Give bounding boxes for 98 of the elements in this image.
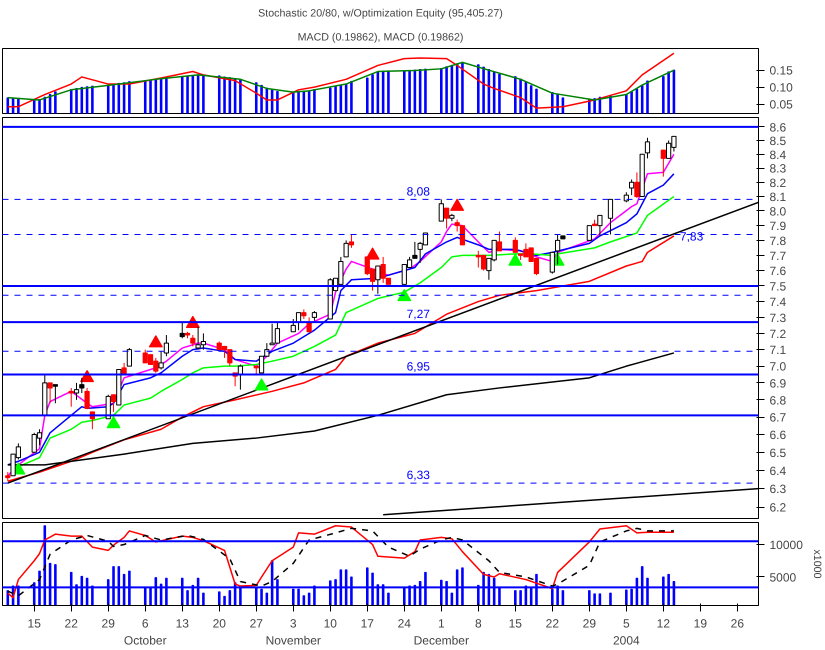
y-tick-label: 8.4 [770, 148, 787, 162]
candlestick [301, 308, 306, 320]
x-tick-label: 22 [546, 616, 560, 630]
y-tick-label: 5000 [770, 570, 797, 584]
y-tick-label: 0.10 [770, 80, 794, 95]
candlestick [126, 348, 132, 367]
y-tick-label: 8.2 [770, 176, 787, 190]
candlestick [375, 266, 380, 294]
x-tick-label: 26 [730, 616, 744, 630]
line-series [7, 52, 675, 109]
y-tick-label: 7.4 [770, 295, 787, 310]
y-tick-label: 6.3 [770, 482, 787, 496]
chart-subtitle: MACD (0.19862), MACD (0.19862) [298, 32, 464, 44]
y-tick-label: 7.9 [770, 219, 787, 234]
candlestick [164, 334, 170, 357]
point [508, 253, 522, 266]
candlestick [79, 377, 84, 394]
candlestick [554, 234, 560, 265]
x-tick-label: 10 [324, 616, 338, 630]
y-tick-label: 8.1 [770, 190, 787, 204]
x-tick-label: 13 [176, 616, 190, 630]
x-tick-label: 3 November [266, 616, 321, 648]
y-tick-label: 6.7 [770, 410, 787, 425]
ref-line-label: 8,08 [406, 184, 430, 198]
annotation: 7,83 [680, 229, 704, 244]
y-axis-title: x1000 [810, 549, 823, 579]
x-tick-label: 27 [250, 616, 264, 630]
candlestick [644, 137, 650, 159]
ref-line-label: 6,95 [406, 359, 430, 374]
x-tick-label: 15 [508, 616, 522, 630]
y-tick-label: 7.2 [770, 326, 787, 341]
x-tick-label: 6 October [124, 616, 167, 648]
point [254, 378, 269, 391]
candlestick [47, 382, 53, 404]
y-tick-label: 7.3 [770, 310, 787, 325]
y-tick-label: 6.5 [770, 446, 787, 460]
candlestick [634, 172, 640, 198]
y-tick-label: 7.0 [770, 360, 787, 374]
x-tick-label: 5 2004 [612, 616, 640, 648]
y-tick-label: 6.9 [770, 376, 787, 390]
x-tick-label: 1 December [414, 616, 469, 648]
candlestick [84, 387, 90, 409]
candlestick [74, 382, 80, 400]
line-series [7, 62, 675, 101]
candlestick [290, 318, 296, 332]
candlestick [180, 322, 185, 339]
candlestick [624, 192, 629, 203]
candlestick [412, 241, 418, 259]
point [397, 288, 412, 302]
point [148, 335, 163, 348]
x-tick-label: 12 [656, 616, 670, 630]
x-tick-label: 29 [102, 616, 116, 630]
y-tick-label: 8.0 [770, 204, 787, 218]
ref-line-label: 7,27 [406, 307, 430, 322]
x-tick-label: 29 [582, 616, 596, 630]
y-tick-label: 7.6 [770, 264, 787, 278]
x-tick-label: 22 [64, 616, 78, 630]
y-tick-label: 0.15 [770, 64, 794, 78]
candlestick [68, 387, 74, 408]
candlestick [190, 334, 196, 347]
candlestick [629, 178, 634, 196]
y-tick-label: 8.3 [770, 162, 787, 176]
y-tick-label: 7.8 [770, 234, 787, 248]
candlestick [660, 150, 666, 178]
candlestick [438, 198, 444, 222]
candlestick [348, 234, 354, 248]
x-tick-label: 17 [360, 616, 374, 630]
x-tick-label: 19 [694, 616, 708, 630]
x-tick-label: 24 [398, 616, 412, 630]
candlestick [586, 225, 592, 241]
point [450, 198, 464, 211]
candlestick [512, 236, 518, 253]
candlestick [110, 394, 116, 412]
y-tick-label: 7.7 [770, 248, 787, 263]
candlestick [52, 384, 58, 404]
y-tick-label: 0.05 [770, 98, 794, 112]
y-tick-label: 6.8 [770, 393, 787, 408]
y-tick-label: 8.5 [770, 134, 787, 148]
y-tick-label: 10000 [770, 538, 804, 552]
y-tick-label: 6.4 [770, 464, 787, 478]
chart-title: Stochastic 20/80, w/Optimization Equity (95,405.27) [258, 8, 503, 20]
x-tick-label: 20 [212, 616, 226, 630]
candlestick [550, 252, 555, 274]
x-tick-label: 8 [474, 616, 482, 630]
candlestick [608, 198, 614, 235]
candlestick [344, 240, 349, 258]
candlestick [597, 214, 603, 236]
y-tick-label: 8.6 [770, 120, 787, 134]
candlestick [158, 350, 164, 370]
x-tick-label: 15 [28, 616, 42, 630]
y-tick-label: 6.6 [770, 428, 787, 442]
ref-line-label: 6,33 [406, 468, 430, 482]
candlestick [312, 310, 318, 322]
candlestick [496, 230, 502, 252]
y-tick-label: 7.1 [770, 343, 787, 358]
y-tick-label: 7.5 [770, 279, 787, 294]
point [106, 416, 121, 428]
y-tick-label: 6.2 [770, 500, 787, 515]
